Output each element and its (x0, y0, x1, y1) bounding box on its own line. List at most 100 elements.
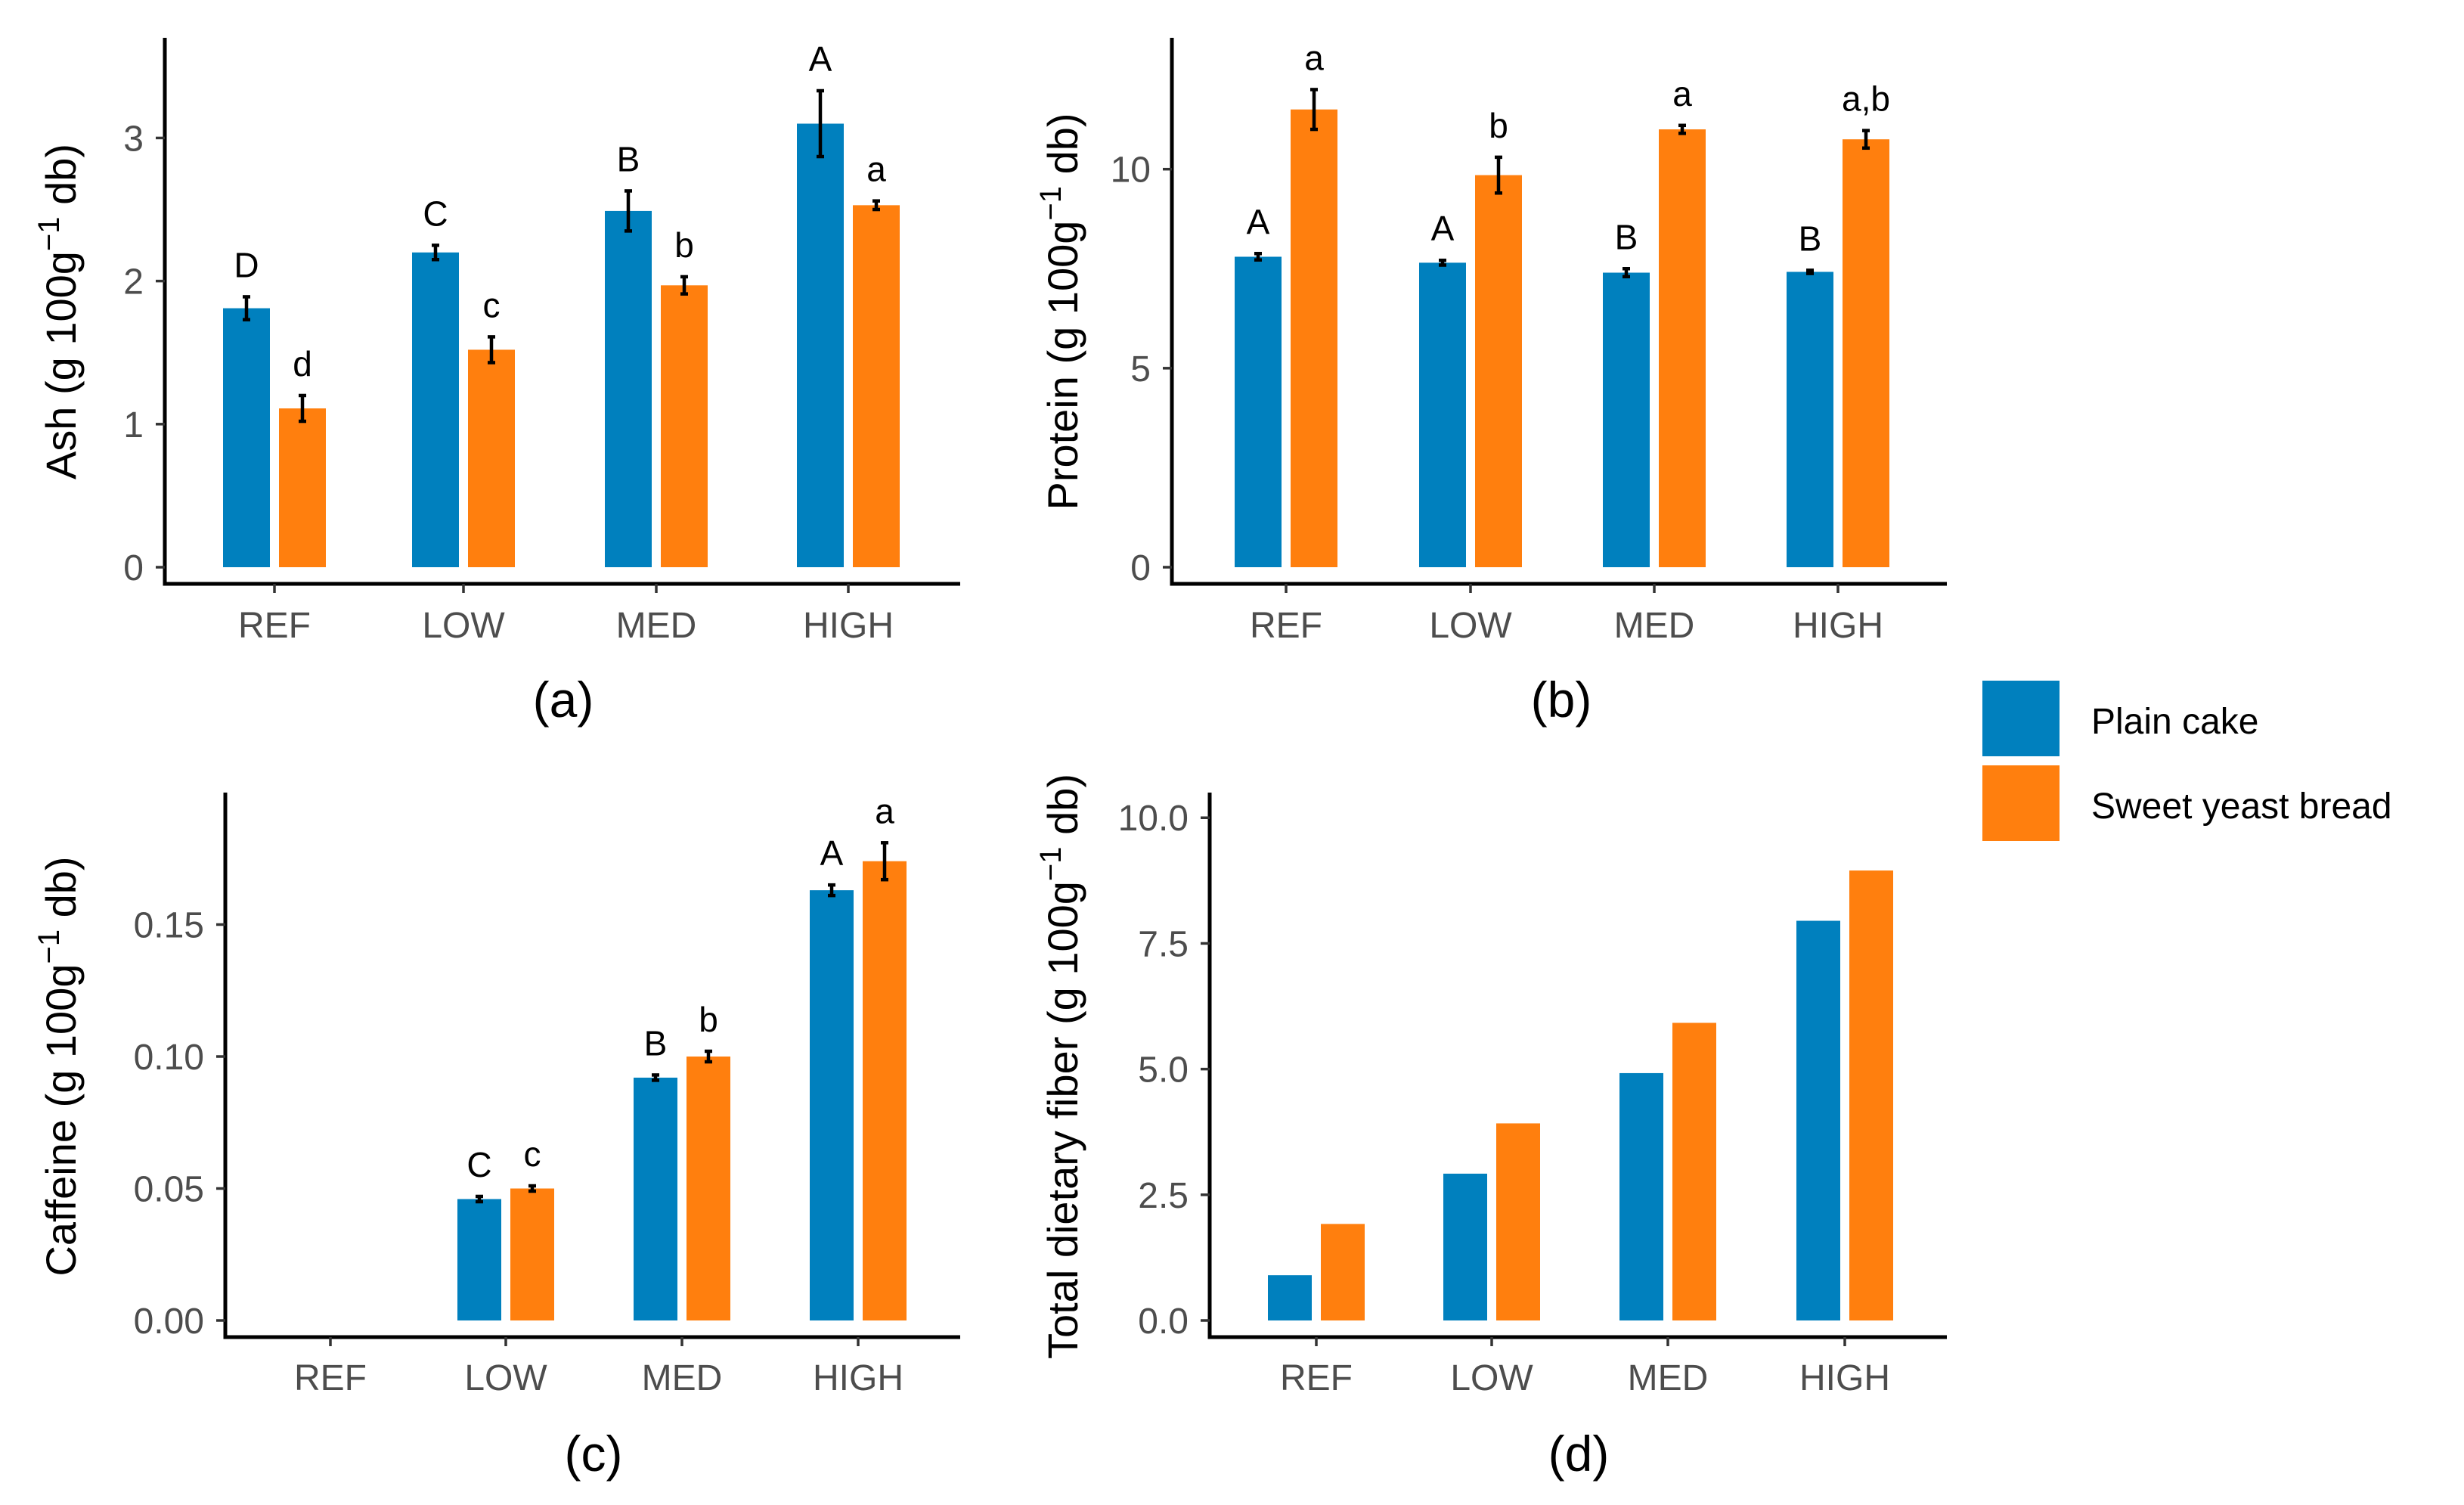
bar-sweet-yeast-bread-low (1475, 175, 1522, 567)
y-axis-label: Total dietary fiber (g 100g−1 db) (1034, 774, 1086, 1359)
significance-letter: a (875, 791, 894, 830)
panel-label: (d) (1548, 1426, 1610, 1482)
axis-lines (1170, 38, 1947, 586)
y-tick-label: 3 (123, 119, 144, 159)
y-label-superscript: −1 (1034, 186, 1068, 221)
significance-letter: a (1304, 38, 1324, 77)
significance-letter: C (423, 194, 448, 233)
y-label-superscript: −1 (1034, 846, 1068, 881)
bar-sweet-yeast-bread-low (468, 349, 515, 567)
y-axis-label: Ash (g 100g−1 db) (33, 144, 85, 479)
significance-letter: B (1799, 219, 1822, 258)
y-label-tail: db) (1039, 774, 1086, 847)
bar-sweet-yeast-bread-ref (1321, 1224, 1365, 1320)
y-axis-label: Protein (g 100g−1 db) (1034, 113, 1086, 510)
significance-letter: c (483, 285, 501, 324)
x-tick-label: MED (1614, 606, 1695, 646)
bar-plain-cake-low (412, 252, 459, 567)
x-tick-label: REF (1280, 1358, 1353, 1398)
x-tick-label: LOW (1450, 1358, 1533, 1398)
y-tick-label: 0 (1130, 548, 1151, 588)
bar-plain-cake-high (1787, 272, 1833, 567)
x-tick-label: REF (1250, 606, 1322, 646)
significance-letter: A (1431, 209, 1455, 248)
bar-plain-cake-ref (223, 308, 270, 567)
x-tick-label: HIGH (1799, 1358, 1890, 1398)
axis-lines (223, 793, 960, 1339)
panel-label: (a) (533, 672, 594, 728)
y-tick-label: 0.15 (134, 906, 204, 946)
x-tick-label: LOW (464, 1358, 547, 1398)
bar-sweet-yeast-bread-high (1849, 870, 1893, 1320)
panel-c-caffeine: Caffeine (g 100g−1 db) (c) 0.00 0.05 0.10 0… (33, 791, 960, 1482)
legend-label-plain-cake: Plain cake (2091, 702, 2258, 742)
significance-letter: D (234, 245, 259, 284)
x-tick-label: MED (642, 1358, 723, 1398)
significance-letter: a (866, 150, 886, 189)
significance-letter: A (820, 833, 844, 873)
significance-letter: A (1247, 202, 1270, 241)
y-tick-label: 0.00 (134, 1302, 204, 1342)
x-tick-label: HIGH (1793, 606, 1883, 646)
y-tick-label: 1 (123, 405, 144, 445)
y-tick-label: 5.0 (1138, 1050, 1189, 1091)
panel-d-fiber: Total dietary fiber (g 100g−1 db) (d) 0.… (1034, 774, 1947, 1482)
bar-plain-cake-low (1443, 1173, 1487, 1320)
y-label-main: Caffeine (g 100g (37, 964, 85, 1277)
bar-sweet-yeast-bread-low (1496, 1123, 1540, 1320)
x-tick-label: LOW (1429, 606, 1512, 646)
x-tick-label: REF (238, 606, 311, 646)
y-label-tail: db) (1039, 113, 1086, 186)
y-tick-label: 5 (1130, 349, 1151, 389)
legend-label-sweet-yeast-bread: Sweet yeast bread (2091, 787, 2392, 827)
bar-sweet-yeast-bread-ref (279, 408, 326, 567)
y-label-main: Protein (g 100g (1039, 221, 1086, 510)
significance-letter: B (1615, 217, 1638, 256)
bar-plain-cake-ref (1268, 1275, 1312, 1320)
y-label-tail: db) (37, 856, 85, 929)
panel-label: (c) (565, 1426, 623, 1482)
x-tick-label: LOW (422, 606, 505, 646)
bar-plain-cake-high (797, 123, 844, 567)
bar-plain-cake-high (810, 890, 854, 1320)
significance-letter: a (1672, 74, 1692, 113)
y-tick-label: 10 (1111, 150, 1151, 191)
bar-sweet-yeast-bread-high (853, 205, 900, 567)
legend: Plain cake Sweet yeast bread (1982, 681, 2392, 841)
bar-plain-cake-med (605, 210, 652, 567)
y-tick-label: 2.5 (1138, 1176, 1189, 1216)
significance-letter: A (809, 39, 832, 79)
bar-sweet-yeast-bread-low (510, 1188, 554, 1320)
panel-label: (b) (1531, 672, 1592, 728)
y-tick-label: 0.0 (1138, 1302, 1189, 1342)
bar-sweet-yeast-bread-med (661, 285, 708, 567)
y-tick-label: 2 (123, 262, 144, 303)
panel-a-ash: Ash (g 100g−1 db) (a) 0 1 2 3 REF LOW MED HIGH D… (33, 38, 960, 728)
legend-swatch-plain-cake (1982, 681, 2060, 756)
bar-sweet-yeast-bread-high (1843, 139, 1889, 568)
bar-sweet-yeast-bread-high (863, 861, 907, 1320)
bar-sweet-yeast-bread-ref (1291, 109, 1337, 568)
x-tick-label: HIGH (803, 606, 894, 646)
significance-letter: a,b (1842, 79, 1890, 119)
y-axis-label: Caffeine (g 100g−1 db) (33, 856, 85, 1276)
y-label-tail: db) (37, 144, 85, 217)
significance-letter: b (674, 225, 694, 265)
significance-letter: B (644, 1023, 668, 1063)
y-label-main: Total dietary fiber (g 100g (1039, 881, 1086, 1359)
significance-letter: c (524, 1134, 541, 1174)
bar-plain-cake-high (1796, 920, 1840, 1320)
significance-letter: b (699, 1000, 718, 1039)
significance-letter: B (617, 139, 640, 178)
bar-plain-cake-ref (1235, 256, 1282, 567)
bar-plain-cake-med (634, 1077, 677, 1320)
y-tick-label: 0.05 (134, 1170, 204, 1210)
y-tick-label: 0 (123, 548, 144, 588)
panel-b-protein: Protein (g 100g−1 db) (b) 0 5 10 REF LOW MED H… (1034, 38, 1947, 728)
bar-sweet-yeast-bread-med (687, 1057, 730, 1320)
axis-lines (163, 38, 960, 586)
y-tick-label: 10.0 (1118, 799, 1189, 839)
bar-sweet-yeast-bread-med (1672, 1022, 1716, 1320)
bar-plain-cake-low (1419, 262, 1466, 567)
